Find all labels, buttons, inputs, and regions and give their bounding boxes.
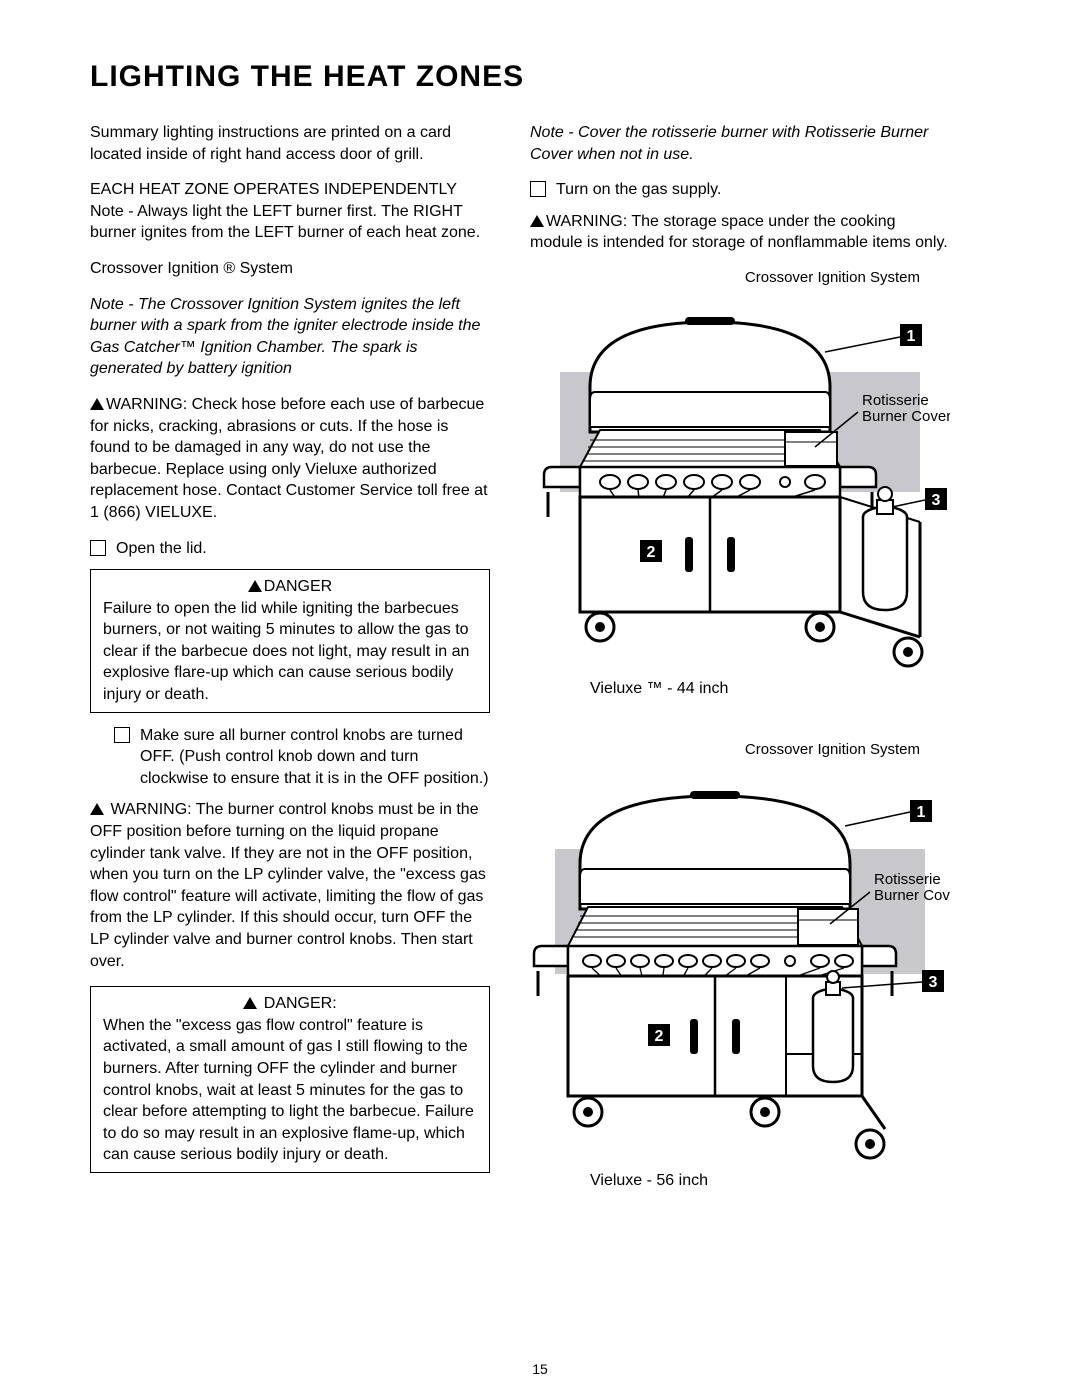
step-open-lid: Open the lid. bbox=[90, 538, 490, 560]
svg-text:2: 2 bbox=[655, 1028, 664, 1045]
danger-2-body: When the "excess gas flow control" featu… bbox=[103, 1015, 477, 1166]
step-gas-on: Turn on the gas supply. bbox=[530, 179, 950, 201]
two-column-layout: Summary lighting instructions are printe… bbox=[90, 122, 990, 1206]
step-gas-on-text: Turn on the gas supply. bbox=[556, 179, 721, 201]
warning-icon bbox=[90, 803, 104, 815]
page-number: 15 bbox=[532, 1361, 548, 1377]
fig2-system-label: Crossover Ignition System bbox=[530, 740, 950, 760]
svg-text:Rotisserie Burner Co: Rotisserie Burner Cover bbox=[862, 392, 950, 425]
svg-text:3: 3 bbox=[932, 492, 941, 509]
step-open-lid-text: Open the lid. bbox=[116, 538, 207, 560]
danger-1-label: DANGER bbox=[103, 576, 477, 598]
summary-paragraph: Summary lighting instructions are printe… bbox=[90, 122, 490, 165]
figure-44-inch: Crossover Ignition System bbox=[530, 268, 950, 700]
warning-hose: WARNING: Check hose before each use of b… bbox=[90, 394, 490, 524]
checkbox-icon bbox=[90, 540, 106, 556]
svg-text:Rotisserie Burner Co: Rotisserie Burner Cover bbox=[874, 871, 950, 904]
note-rotisserie: Note - Cover the rotisserie burner with … bbox=[530, 122, 950, 165]
figure-56-inch: Crossover Ignition System bbox=[530, 740, 950, 1192]
svg-text:1: 1 bbox=[907, 328, 916, 345]
right-column: Note - Cover the rotisserie burner with … bbox=[530, 122, 950, 1206]
fig1-caption: Vieluxe ™ - 44 inch bbox=[590, 678, 950, 700]
step-knobs-off: Make sure all burner control knobs are t… bbox=[114, 725, 490, 790]
crossover-note: Note - The Crossover Ignition System ign… bbox=[90, 294, 490, 380]
danger-box-1: DANGER Failure to open the lid while ign… bbox=[90, 569, 490, 713]
fig2-caption: Vieluxe - 56 inch bbox=[590, 1170, 950, 1192]
warning-storage: WARNING: The storage space under the coo… bbox=[530, 211, 950, 254]
each-zone-heading: EACH HEAT ZONE OPERATES INDEPENDENTLY bbox=[90, 181, 457, 198]
warning-icon bbox=[243, 997, 257, 1009]
grill-44-illustration: 1 Rotisserie Burner Cover 2 3 bbox=[530, 292, 950, 672]
grill-56-illustration: 1 Rotisserie Burner Cover 2 3 bbox=[530, 764, 950, 1164]
danger-2-label: DANGER: bbox=[103, 993, 477, 1015]
checkbox-icon bbox=[530, 181, 546, 197]
svg-text:1: 1 bbox=[917, 804, 926, 821]
step-knobs-off-text: Make sure all burner control knobs are t… bbox=[140, 725, 490, 790]
svg-text:3: 3 bbox=[929, 974, 938, 991]
each-zone-paragraph: EACH HEAT ZONE OPERATES INDEPENDENTLY No… bbox=[90, 179, 490, 244]
danger-box-2: DANGER: When the "excess gas flow contro… bbox=[90, 986, 490, 1173]
page-title: LIGHTING THE HEAT ZONES bbox=[90, 60, 990, 94]
left-column: Summary lighting instructions are printe… bbox=[90, 122, 490, 1206]
warning-icon bbox=[90, 398, 104, 410]
warning-icon bbox=[248, 580, 262, 592]
warning-icon bbox=[530, 215, 544, 227]
svg-text:2: 2 bbox=[647, 544, 656, 561]
crossover-heading: Crossover Ignition ® System bbox=[90, 258, 490, 280]
checkbox-icon bbox=[114, 727, 130, 743]
danger-1-body: Failure to open the lid while igniting t… bbox=[103, 598, 477, 706]
fig1-system-label: Crossover Ignition System bbox=[530, 268, 950, 288]
each-zone-note: Note - Always light the LEFT burner firs… bbox=[90, 203, 480, 242]
warning-knobs: WARNING: The burner control knobs must b… bbox=[90, 799, 490, 972]
